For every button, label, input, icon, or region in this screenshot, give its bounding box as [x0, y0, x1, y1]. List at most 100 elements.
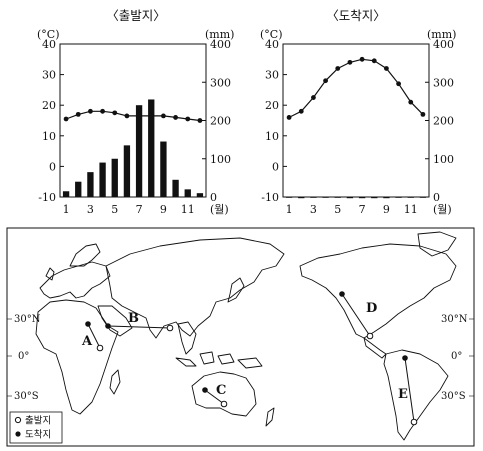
route-d-line [341, 293, 371, 337]
destination-temp-point-4 [323, 78, 328, 84]
origin-month-unit: (월) [210, 203, 229, 216]
route-b-line [107, 325, 171, 329]
destination-precip-bar-2 [298, 197, 305, 199]
asia-outline [105, 237, 285, 339]
destination-temp-point-7 [359, 56, 365, 62]
origin-precip-tick-labels: 0 100 200 300 400 [210, 38, 231, 204]
destination-temp-point-5 [335, 66, 341, 71]
origin-precip-bar-8 [148, 99, 155, 197]
destination-plot-frame [282, 43, 430, 198]
origin-temp-point-10 [173, 115, 178, 120]
origin-temp-tick-40: 40 [42, 38, 56, 51]
destination-precip-bar-9 [383, 197, 390, 199]
origin-month-tick-1: 1 [63, 203, 70, 216]
latitude-marks [7, 318, 474, 397]
origin-temp-tick-labels: -10 0 10 20 30 40 [38, 38, 56, 204]
destination-precip-tick-100: 100 [433, 153, 454, 166]
origin-precip-bar-1 [62, 191, 70, 197]
madagascar-outline [109, 369, 121, 395]
route-label-e: E [398, 387, 408, 402]
destination-month-tick-3: 3 [310, 203, 317, 216]
origin-precip-bar-2 [75, 181, 82, 197]
destination-precip-tick-0: 0 [433, 191, 440, 204]
origin-precip-bars [62, 99, 204, 197]
origin-precip-bar-7 [135, 105, 143, 197]
destination-precip-tick-200: 200 [433, 115, 454, 128]
lat-label-30n-left: 30°N [14, 314, 41, 325]
arabia-outline [97, 305, 133, 337]
origin-precip-bar-10 [172, 179, 179, 197]
origin-temp-point-7 [136, 113, 142, 119]
destination-temp-tick-30: 30 [265, 69, 279, 82]
destination-temp-points [286, 56, 426, 120]
north-america-outline [299, 243, 457, 339]
destination-month-tick-5: 5 [334, 203, 341, 216]
origin-precip-bar-9 [160, 141, 167, 197]
origin-temp-unit: (°C) [37, 28, 60, 41]
origin-temp-point-12 [197, 118, 203, 123]
route-e-origin [410, 418, 418, 426]
origin-plot-frame [59, 43, 207, 198]
origin-precip-tick-100: 100 [210, 153, 231, 166]
destination-month-tick-7: 7 [359, 203, 366, 216]
origin-temp-tick-20: 20 [42, 99, 56, 112]
origin-precip-tick-200: 200 [210, 115, 231, 128]
origin-precip-bar-5 [111, 158, 118, 197]
route-e-line [404, 357, 415, 423]
origin-markers [96, 324, 418, 426]
scandinavia-outline [69, 243, 101, 267]
new-zealand-outline [265, 407, 275, 427]
destination-temp-point-8 [371, 58, 377, 64]
europe-outline [39, 261, 111, 299]
destination-markers [85, 291, 408, 393]
destination-month-tick-9: 9 [383, 203, 390, 216]
destination-temp-point-10 [396, 81, 401, 87]
destination-temp-tick-0: 0 [272, 160, 279, 173]
route-b-destination [105, 323, 111, 329]
origin-temp-point-3 [88, 108, 93, 114]
destination-temp-tick-labels: -10 0 10 20 30 40 [261, 38, 279, 204]
indonesia-outline [175, 351, 263, 369]
route-a-origin [96, 344, 104, 352]
origin-temp-point-8 [148, 113, 154, 119]
route-label-a: A [81, 334, 93, 349]
australia-outline [191, 371, 257, 417]
destination-precip-tick-labels: 0 100 200 300 400 [433, 38, 454, 204]
origin-month-tick-5: 5 [111, 203, 118, 216]
origin-month-tick-11: 11 [181, 203, 195, 216]
destination-temp-tick-40: 40 [265, 38, 279, 51]
route-c-destination [202, 387, 208, 393]
origin-temp-line [65, 110, 200, 122]
lat-label-30s-right: 30°S [441, 391, 466, 402]
route-e-destination [402, 355, 408, 361]
destination-chart-title: 〈도착지〉 [326, 8, 386, 23]
destination-temp-point-12 [420, 111, 426, 117]
route-a-line [87, 323, 101, 349]
continent-outlines [35, 231, 457, 441]
origin-temp-points [63, 108, 203, 123]
britain-outline [45, 267, 55, 281]
origin-temp-tick-0: 0 [49, 160, 56, 173]
destination-temp-tick--10: -10 [261, 191, 279, 204]
lat-label-eq-right: 0° [451, 351, 462, 362]
route-c-line [204, 389, 225, 405]
origin-temp-point-5 [112, 110, 118, 116]
destination-axis-ticks [283, 43, 429, 198]
destination-precip-tick-300: 300 [433, 76, 454, 89]
origin-month-tick-9: 9 [160, 203, 167, 216]
route-a-destination [85, 321, 91, 327]
lat-label-eq-left: 0° [18, 351, 29, 362]
origin-precip-tick-0: 0 [210, 191, 217, 204]
origin-chart-title: 〈출발지〉 [106, 8, 166, 23]
origin-precip-unit: (mm) [205, 28, 234, 41]
destination-month-tick-1: 1 [286, 203, 293, 216]
origin-axis-ticks [60, 43, 206, 198]
origin-temp-point-9 [161, 113, 166, 119]
lat-label-30s-left: 30°S [14, 391, 39, 402]
destination-precip-tick-400: 400 [433, 38, 454, 51]
origin-temp-tick--10: -10 [38, 191, 56, 204]
destination-temp-tick-10: 10 [265, 130, 279, 143]
map-legend: 출발지 도착지 [9, 411, 63, 444]
destination-month-unit: (월) [433, 203, 452, 216]
